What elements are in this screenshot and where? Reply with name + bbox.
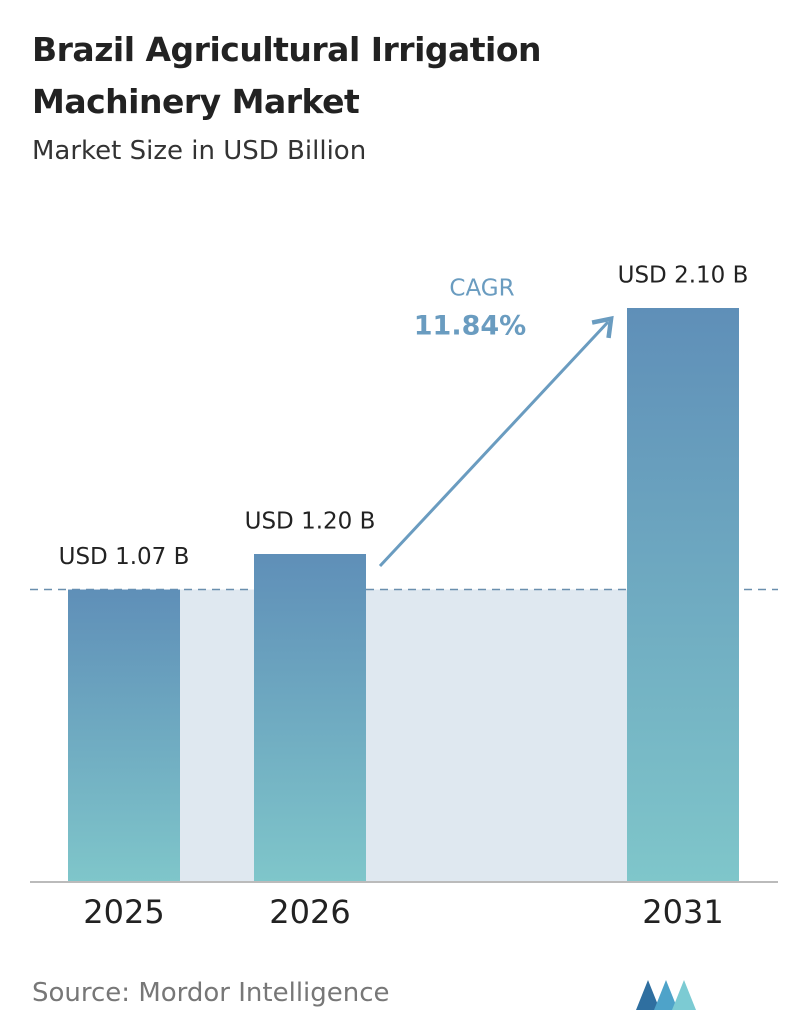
value-label: USD 2.10 B — [618, 263, 749, 289]
cagr-value: 11.84% — [414, 311, 526, 342]
x-tick-label: 2025 — [83, 893, 164, 931]
cagr-arrow — [378, 315, 614, 568]
logo — [636, 980, 696, 1010]
x-tick-label: 2031 — [642, 893, 723, 931]
x-tick-label: 2026 — [269, 893, 350, 931]
chart-title: Brazil Agricultural Irrigation Machinery… — [32, 30, 542, 121]
source-note: Source: Mordor Intelligence — [32, 978, 390, 1008]
cagr-label: CAGR — [449, 276, 514, 302]
value-label: USD 1.07 B — [59, 544, 190, 570]
chart-subtitle: Market Size in USD Billion — [32, 136, 367, 166]
bar — [627, 308, 739, 882]
value-label: USD 1.20 B — [245, 509, 376, 535]
bar — [254, 554, 366, 882]
bar — [68, 589, 180, 882]
reference-area — [124, 589, 683, 882]
